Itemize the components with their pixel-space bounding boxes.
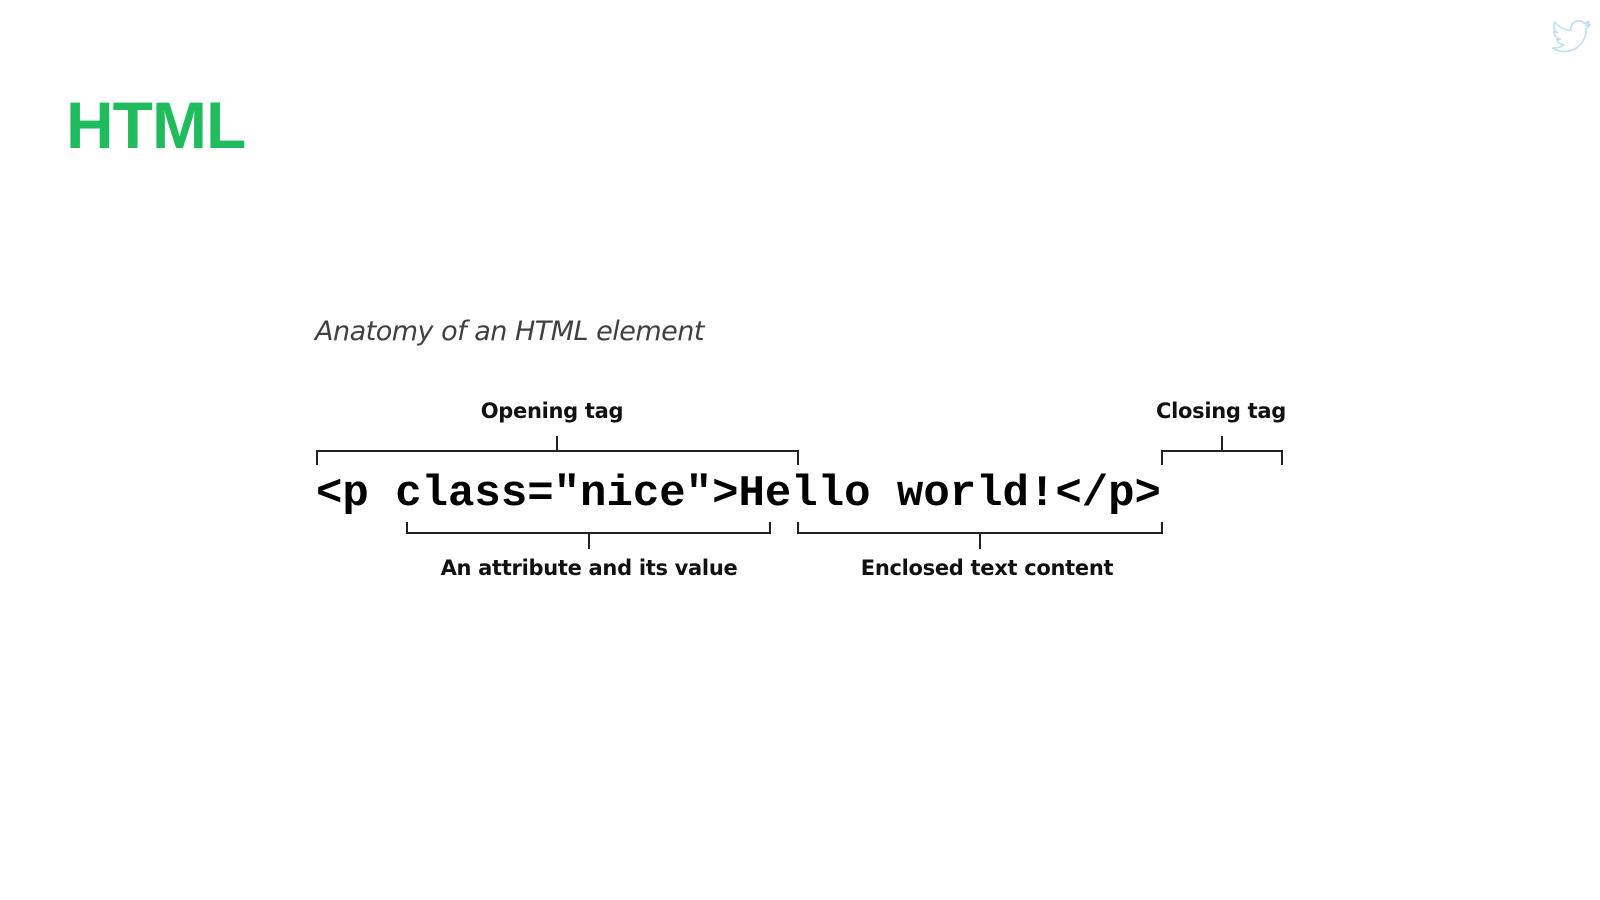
twitter-bird-icon <box>1552 20 1591 53</box>
bracket-attribute <box>406 522 771 549</box>
bracket-opening-tag <box>316 436 799 465</box>
bracket-closing-tag <box>1161 436 1283 465</box>
bracket-content <box>797 522 1163 549</box>
slide-title: HTML <box>66 88 246 162</box>
code-example: <p class="nice">Hello world!</p> <box>316 472 1161 516</box>
label-opening-tag: Opening tag <box>480 399 624 423</box>
code-attribute: class="nice" <box>395 469 713 519</box>
label-closing-tag: Closing tag <box>1156 399 1286 423</box>
code-opening-tag-start: <p <box>316 469 396 519</box>
code-closing-tag: </p> <box>1055 469 1161 519</box>
label-content: Enclosed text content <box>860 556 1114 580</box>
code-content: Hello world! <box>738 469 1056 519</box>
code-opening-tag-end: > <box>712 469 739 519</box>
figure-caption: Anatomy of an HTML element <box>315 316 705 347</box>
label-attribute: An attribute and its value <box>440 556 738 580</box>
